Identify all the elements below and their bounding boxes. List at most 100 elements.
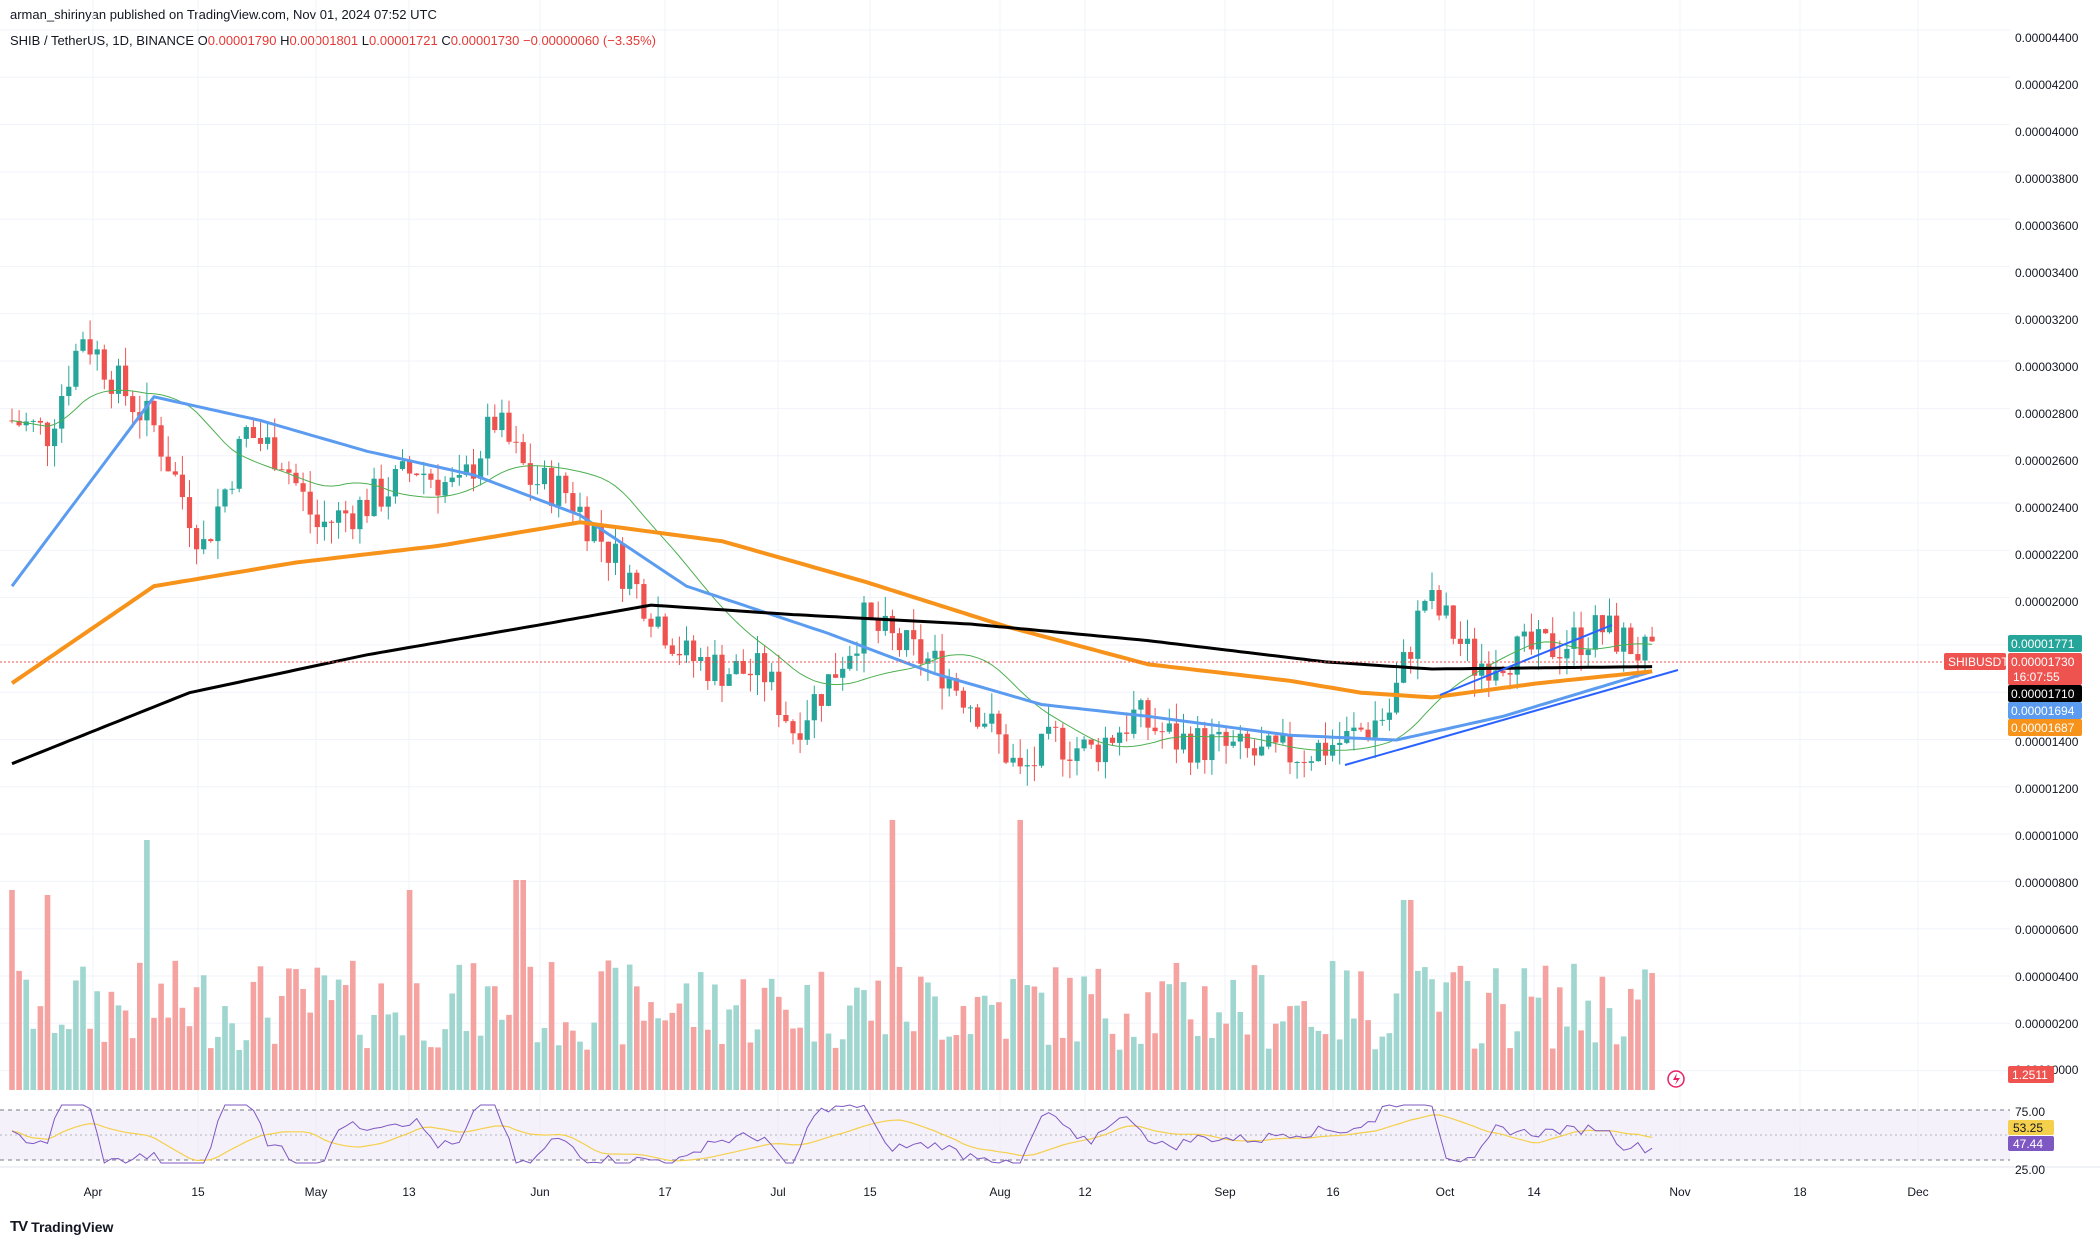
candle-body (854, 653, 860, 656)
volume-bar (847, 1005, 853, 1090)
candle-body (435, 479, 441, 496)
symbol-name[interactable]: SHIB / TetherUS, 1D, BINANCE (10, 33, 194, 48)
trendline-lower[interactable] (1344, 669, 1679, 766)
volume-bar (1216, 1012, 1222, 1090)
candle-body (1259, 746, 1265, 756)
candle-body (1131, 709, 1137, 734)
publisher-header: arman_shirinyan published on TradingView… (10, 7, 437, 22)
volume-bar (421, 1040, 427, 1090)
blue-ma-tag: 0.00001694 (2011, 704, 2075, 718)
volume-bar (1500, 1004, 1506, 1090)
candle-body (378, 478, 384, 507)
time-tick-label: Jun (530, 1185, 549, 1199)
volume-bar (413, 983, 420, 1090)
candle-body (1535, 629, 1542, 650)
volume-bar (406, 890, 413, 1090)
candle-body (94, 349, 100, 355)
volume-bar (925, 982, 931, 1090)
volume-bar (996, 1002, 1002, 1090)
volume-bar (1642, 969, 1648, 1090)
volume-bar (1138, 1043, 1144, 1090)
volume-bar (719, 1043, 725, 1090)
candle-body (1145, 700, 1151, 728)
moving-averages (10, 389, 1653, 766)
candle-body (875, 617, 881, 631)
lightning-icon[interactable] (1667, 1070, 1685, 1088)
volume-bar (492, 986, 498, 1090)
candle-body (861, 602, 867, 654)
volume-bar (1578, 1030, 1584, 1090)
volume-bar (314, 967, 321, 1090)
volume-bar (726, 1009, 732, 1090)
candle-body (1017, 757, 1023, 767)
volume-bar (705, 1029, 711, 1090)
candle-body (399, 461, 406, 469)
symbol-tag: SHIBUSDT (1948, 655, 2009, 669)
volume-bar (279, 995, 285, 1090)
price-tick-label: 0.00002000 (2015, 595, 2079, 609)
candle-body (825, 674, 832, 706)
candle-body (272, 437, 278, 470)
candle-body (620, 543, 626, 589)
candle-body (1117, 732, 1123, 743)
candle-body (1322, 742, 1329, 756)
candle-body (1635, 654, 1641, 661)
volume-bar (1635, 999, 1641, 1090)
candle-body (811, 694, 817, 721)
price-tick-label: 0.00001400 (2015, 735, 2079, 749)
tradingview-logo[interactable]: TV TradingView (10, 1218, 113, 1235)
volume-bar (215, 1036, 221, 1090)
volume-bar (619, 1044, 626, 1090)
volume-bar (868, 1020, 874, 1090)
high-label: H (280, 33, 290, 48)
volume-bar (953, 1035, 960, 1090)
candle-body (996, 713, 1002, 735)
candle-body (1571, 627, 1577, 649)
volume-bar (1471, 1048, 1478, 1090)
rsi-lower-label: 25.00 (2015, 1163, 2045, 1177)
candle-body (683, 640, 690, 656)
time-axis[interactable]: Apr 15 May 13 Jun 17 Jul 15 Aug 12 Sep 16 Oct 14 Nov 18… (0, 1166, 2100, 1199)
volume-bar (1258, 975, 1265, 1090)
volume-bar (520, 880, 526, 1090)
trendline-upper[interactable] (1439, 624, 1613, 696)
candle-body (669, 645, 675, 654)
volume-bar (783, 1009, 789, 1090)
symbol-tag-bg (1944, 653, 2006, 670)
candle-body (250, 427, 256, 439)
candle-body (336, 510, 342, 523)
candle-body (1273, 735, 1279, 743)
volume-bar (165, 1017, 171, 1090)
volume-tag-bg (2008, 1066, 2054, 1083)
time-tick-label: 17 (658, 1185, 672, 1199)
volume-bar (30, 1028, 37, 1090)
volume-bar (1131, 1036, 1137, 1090)
volume-bar (939, 1039, 945, 1090)
candle-body (563, 475, 569, 494)
candle-body (541, 467, 548, 485)
candle-body (16, 420, 22, 426)
volume-bar (740, 979, 747, 1090)
candle-body (946, 678, 952, 689)
candle-body (1543, 629, 1549, 634)
candle-body (506, 412, 512, 442)
candle-body (1216, 731, 1222, 735)
candle-body (740, 660, 746, 674)
candle-body (1173, 723, 1179, 750)
price-axis[interactable]: 0.00004400 0.00004200 0.00004000 0.00003800… (2015, 31, 2079, 1077)
candle-body (1095, 744, 1101, 763)
volume-bar (428, 1047, 434, 1090)
candle-body (1372, 720, 1378, 738)
volume-bar (648, 1002, 654, 1090)
volume-bar (662, 1020, 668, 1090)
volume-bar (527, 966, 534, 1090)
volume-bar (1052, 967, 1059, 1090)
candle-body (698, 656, 704, 662)
volume-bar (229, 1023, 235, 1090)
price-tick-label: 0.00000600 (2015, 923, 2079, 937)
volume-bar (264, 1017, 271, 1090)
volume-bar (449, 993, 455, 1090)
volume-bar (1123, 1013, 1130, 1090)
